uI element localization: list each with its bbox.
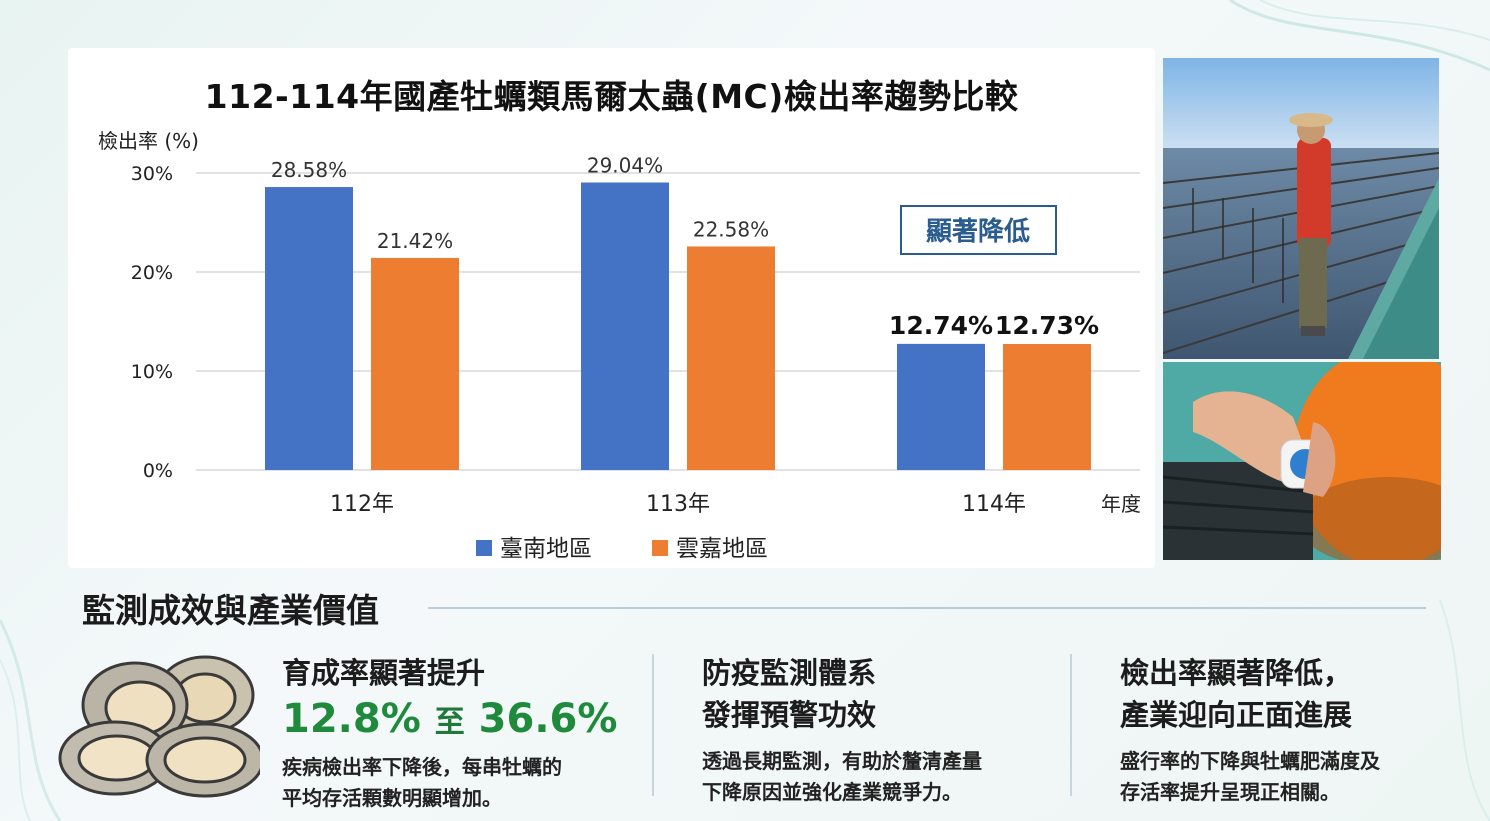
x-tick-label: 114年	[962, 492, 1026, 517]
bar-yunchia	[371, 257, 459, 470]
data-label: 22.58%	[693, 217, 769, 241]
body-line: 下降原因並強化產業競爭力。	[702, 780, 962, 804]
bar-yunchia	[687, 246, 775, 470]
oyster-farm-photo-icon	[1163, 58, 1439, 359]
chart-title: 112-114年國產牡蠣類馬爾太蟲(MC)檢出率趨勢比較	[204, 77, 1019, 116]
panel-survival-rate-body: 疾病檢出率下降後，每串牡蠣的 平均存活顆數明顯增加。	[282, 752, 642, 814]
legend-label: 臺南地區	[500, 536, 592, 562]
heading-line: 發揮預警功效	[702, 698, 877, 732]
section-divider	[428, 607, 1426, 609]
data-label: 21.42%	[377, 229, 453, 253]
annotation-text: 顯著降低	[926, 217, 1030, 247]
panel-survival-rate: 育成率顯著提升 12.8% 至 36.6% 疾病檢出率下降後，每串牡蠣的 平均存…	[282, 652, 642, 814]
sensor-photo-icon	[1163, 362, 1441, 560]
body-line: 透過長期監測，有助於釐清產量	[702, 749, 982, 773]
x-tick-label: 112年	[330, 492, 394, 517]
bar-tainan	[265, 187, 353, 471]
y-axis-label: 檢出率 (%)	[98, 129, 199, 153]
body-line: 存活率提升呈現正相關。	[1120, 780, 1340, 804]
panel-divider	[1070, 654, 1072, 796]
sensor-photo	[1163, 362, 1441, 560]
body-line: 疾病檢出率下降後，每串牡蠣的	[282, 755, 562, 779]
stat-mid: 至	[434, 705, 465, 740]
legend-swatch	[652, 540, 668, 556]
x-axis-label: 年度	[1101, 492, 1141, 516]
bar-yunchia	[1003, 343, 1091, 470]
panel-detection-heading: 檢出率顯著降低， 產業迎向正面進展	[1120, 652, 1450, 736]
bar-tainan	[581, 182, 669, 470]
panel-survival-rate-stat: 12.8% 至 36.6%	[282, 694, 642, 748]
body-line: 平均存活顆數明顯增加。	[282, 786, 502, 810]
heading-line: 產業迎向正面進展	[1120, 698, 1353, 732]
stat-from: 12.8%	[282, 696, 421, 742]
legend-swatch	[476, 540, 492, 556]
bar-chart: 檢出率 (%) 0% 10% 20% 30% 28.58% 29.04% 12.74% 21.4…	[98, 129, 1141, 562]
body-line: 盛行率的下降與牡蠣肥滿度及	[1120, 749, 1380, 773]
y-tick-label: 30%	[131, 163, 173, 185]
y-tick-label: 0%	[143, 460, 173, 482]
panel-monitoring-system: 防疫監測體系 發揮預警功效 透過長期監測，有助於釐清產量 下降原因並強化產業競爭…	[702, 652, 1052, 808]
panel-detection-decline: 檢出率顯著降低， 產業迎向正面進展 盛行率的下降與牡蠣肥滿度及 存活率提升呈現正…	[1120, 652, 1450, 808]
y-tick-label: 20%	[131, 262, 173, 284]
data-label: 28.58%	[271, 158, 347, 182]
oyster-farm-photo	[1163, 58, 1439, 359]
y-tick-label: 10%	[131, 361, 173, 383]
heading-line: 防疫監測體系	[702, 656, 877, 690]
data-label: 12.74%	[889, 311, 993, 340]
panel-divider	[652, 654, 654, 796]
panel-monitoring-heading: 防疫監測體系 發揮預警功效	[702, 652, 1052, 736]
x-tick-label: 113年	[646, 492, 710, 517]
bar-tainan	[897, 343, 985, 470]
legend-label: 雲嘉地區	[676, 536, 768, 562]
data-label: 12.73%	[995, 311, 1099, 340]
annotation-box	[900, 205, 1057, 255]
section-title: 監測成效與產業價值	[82, 591, 379, 630]
stat-to: 36.6%	[478, 696, 618, 742]
heading-line: 檢出率顯著降低，	[1120, 656, 1353, 690]
panel-monitoring-body: 透過長期監測，有助於釐清產量 下降原因並強化產業競爭力。	[702, 746, 1052, 808]
data-label: 29.04%	[587, 154, 663, 178]
oyster-illustration-icon	[58, 655, 260, 798]
panel-detection-body: 盛行率的下降與牡蠣肥滿度及 存活率提升呈現正相關。	[1120, 746, 1450, 808]
panel-survival-rate-heading: 育成率顯著提升	[282, 656, 486, 690]
